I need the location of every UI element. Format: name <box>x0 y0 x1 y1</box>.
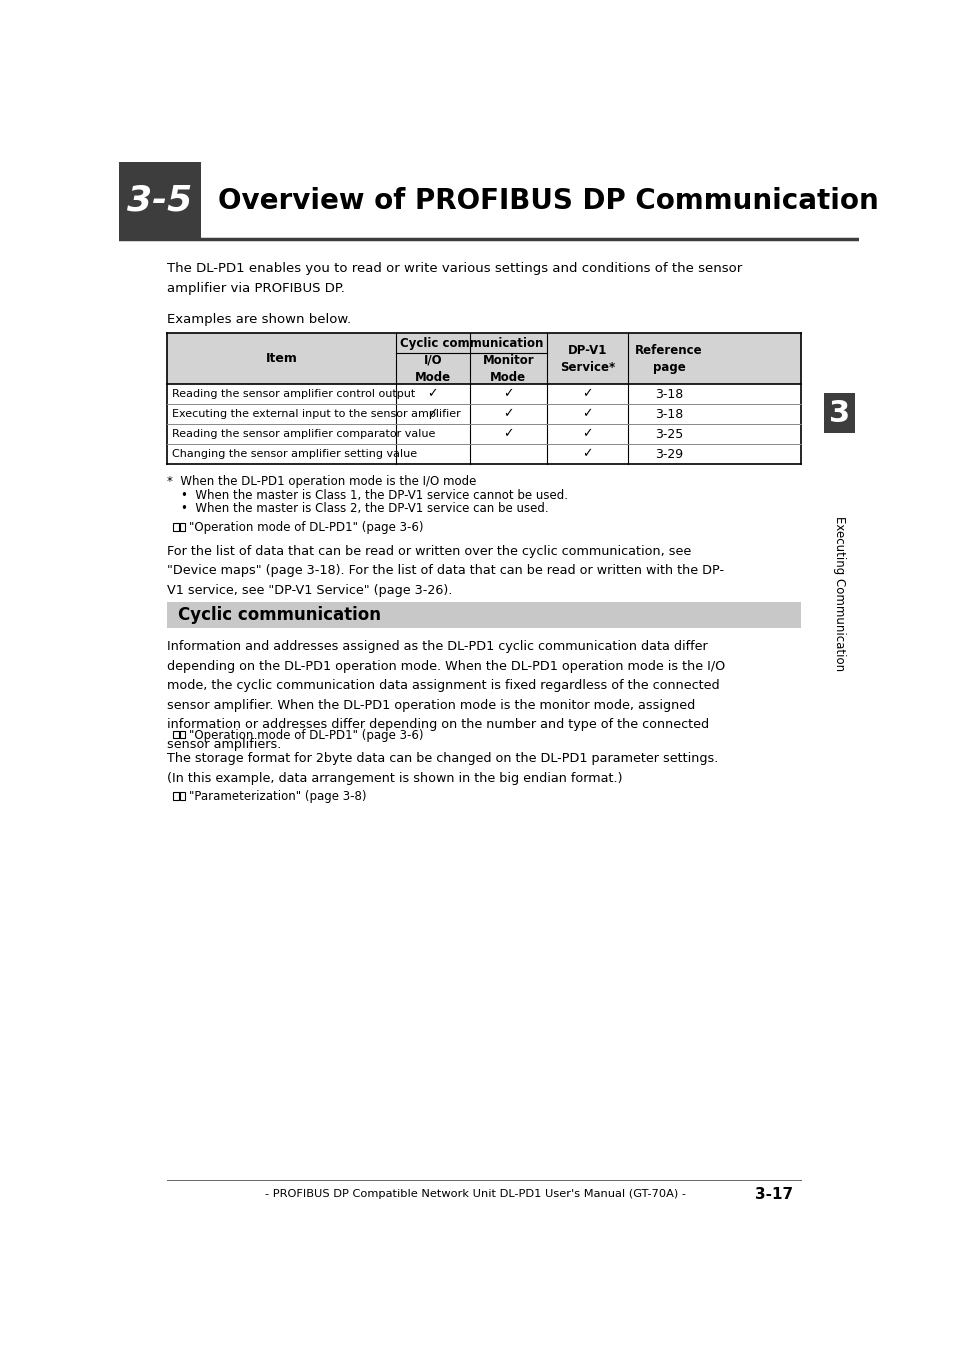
Text: Item: Item <box>265 352 297 365</box>
Text: Changing the sensor amplifier setting value: Changing the sensor amplifier setting va… <box>172 449 416 460</box>
Text: •  When the master is Class 2, the DP-V1 service can be used.: • When the master is Class 2, the DP-V1 … <box>181 502 548 515</box>
Text: Monitor
Mode: Monitor Mode <box>482 354 534 384</box>
Bar <box>823 393 855 433</box>
Text: Cyclic communication: Cyclic communication <box>399 337 542 350</box>
Bar <box>179 792 185 800</box>
Bar <box>179 730 185 738</box>
Text: Examples are shown below.: Examples are shown below. <box>167 314 351 326</box>
Bar <box>179 523 185 531</box>
Bar <box>173 730 179 738</box>
Text: Executing the external input to the sensor amplifier: Executing the external input to the sens… <box>172 410 460 419</box>
Text: ✓: ✓ <box>582 427 593 441</box>
Bar <box>173 523 179 531</box>
Text: The DL-PD1 enables you to read or write various settings and conditions of the s: The DL-PD1 enables you to read or write … <box>167 262 741 295</box>
Text: ✓: ✓ <box>582 407 593 420</box>
Text: •  When the master is Class 1, the DP-V1 service cannot be used.: • When the master is Class 1, the DP-V1 … <box>181 488 568 502</box>
Text: "Operation mode of DL-PD1" (page 3-6): "Operation mode of DL-PD1" (page 3-6) <box>189 522 423 534</box>
Text: "Parameterization" (page 3-8): "Parameterization" (page 3-8) <box>189 790 366 803</box>
Text: ✓: ✓ <box>502 407 513 420</box>
Bar <box>119 162 858 239</box>
Text: 3-25: 3-25 <box>655 427 682 441</box>
Text: I/O
Mode: I/O Mode <box>415 354 451 384</box>
Text: 3: 3 <box>828 399 850 427</box>
Bar <box>167 602 801 629</box>
Text: *  When the DL-PD1 operation mode is the I/O mode: * When the DL-PD1 operation mode is the … <box>167 475 476 488</box>
Text: The storage format for 2byte data can be changed on the DL-PD1 parameter setting: The storage format for 2byte data can be… <box>167 752 718 784</box>
Text: 3-5: 3-5 <box>127 184 193 218</box>
Text: DP-V1
Service*: DP-V1 Service* <box>559 343 615 373</box>
Text: 3-29: 3-29 <box>655 448 682 461</box>
Text: Cyclic communication: Cyclic communication <box>178 606 381 625</box>
Text: "Operation mode of DL-PD1" (page 3-6): "Operation mode of DL-PD1" (page 3-6) <box>189 729 423 742</box>
Text: - PROFIBUS DP Compatible Network Unit DL-PD1 User's Manual (GT-70A) -: - PROFIBUS DP Compatible Network Unit DL… <box>265 1188 685 1199</box>
Text: Overview of PROFIBUS DP Communication: Overview of PROFIBUS DP Communication <box>217 187 878 215</box>
Text: 3-17: 3-17 <box>755 1187 793 1202</box>
Bar <box>167 333 801 384</box>
Text: Reading the sensor amplifier comparator value: Reading the sensor amplifier comparator … <box>172 429 435 439</box>
Text: ✓: ✓ <box>502 427 513 441</box>
Text: Information and addresses assigned as the DL-PD1 cyclic communication data diffe: Information and addresses assigned as th… <box>167 641 725 750</box>
Text: ✓: ✓ <box>582 388 593 400</box>
Text: ✓: ✓ <box>582 448 593 461</box>
Text: 3-18: 3-18 <box>655 407 682 420</box>
Bar <box>173 792 179 800</box>
Text: ✓: ✓ <box>502 388 513 400</box>
Text: Executing Communication: Executing Communication <box>833 516 845 671</box>
Text: ✓: ✓ <box>427 388 437 400</box>
Text: For the list of data that can be read or written over the cyclic communication, : For the list of data that can be read or… <box>167 545 723 598</box>
Bar <box>167 384 801 464</box>
Bar <box>200 162 858 239</box>
Text: Reading the sensor amplifier control output: Reading the sensor amplifier control out… <box>172 389 415 399</box>
Text: ✓: ✓ <box>427 407 437 420</box>
Text: 3-18: 3-18 <box>655 388 682 400</box>
Text: Reference
page: Reference page <box>635 343 702 373</box>
